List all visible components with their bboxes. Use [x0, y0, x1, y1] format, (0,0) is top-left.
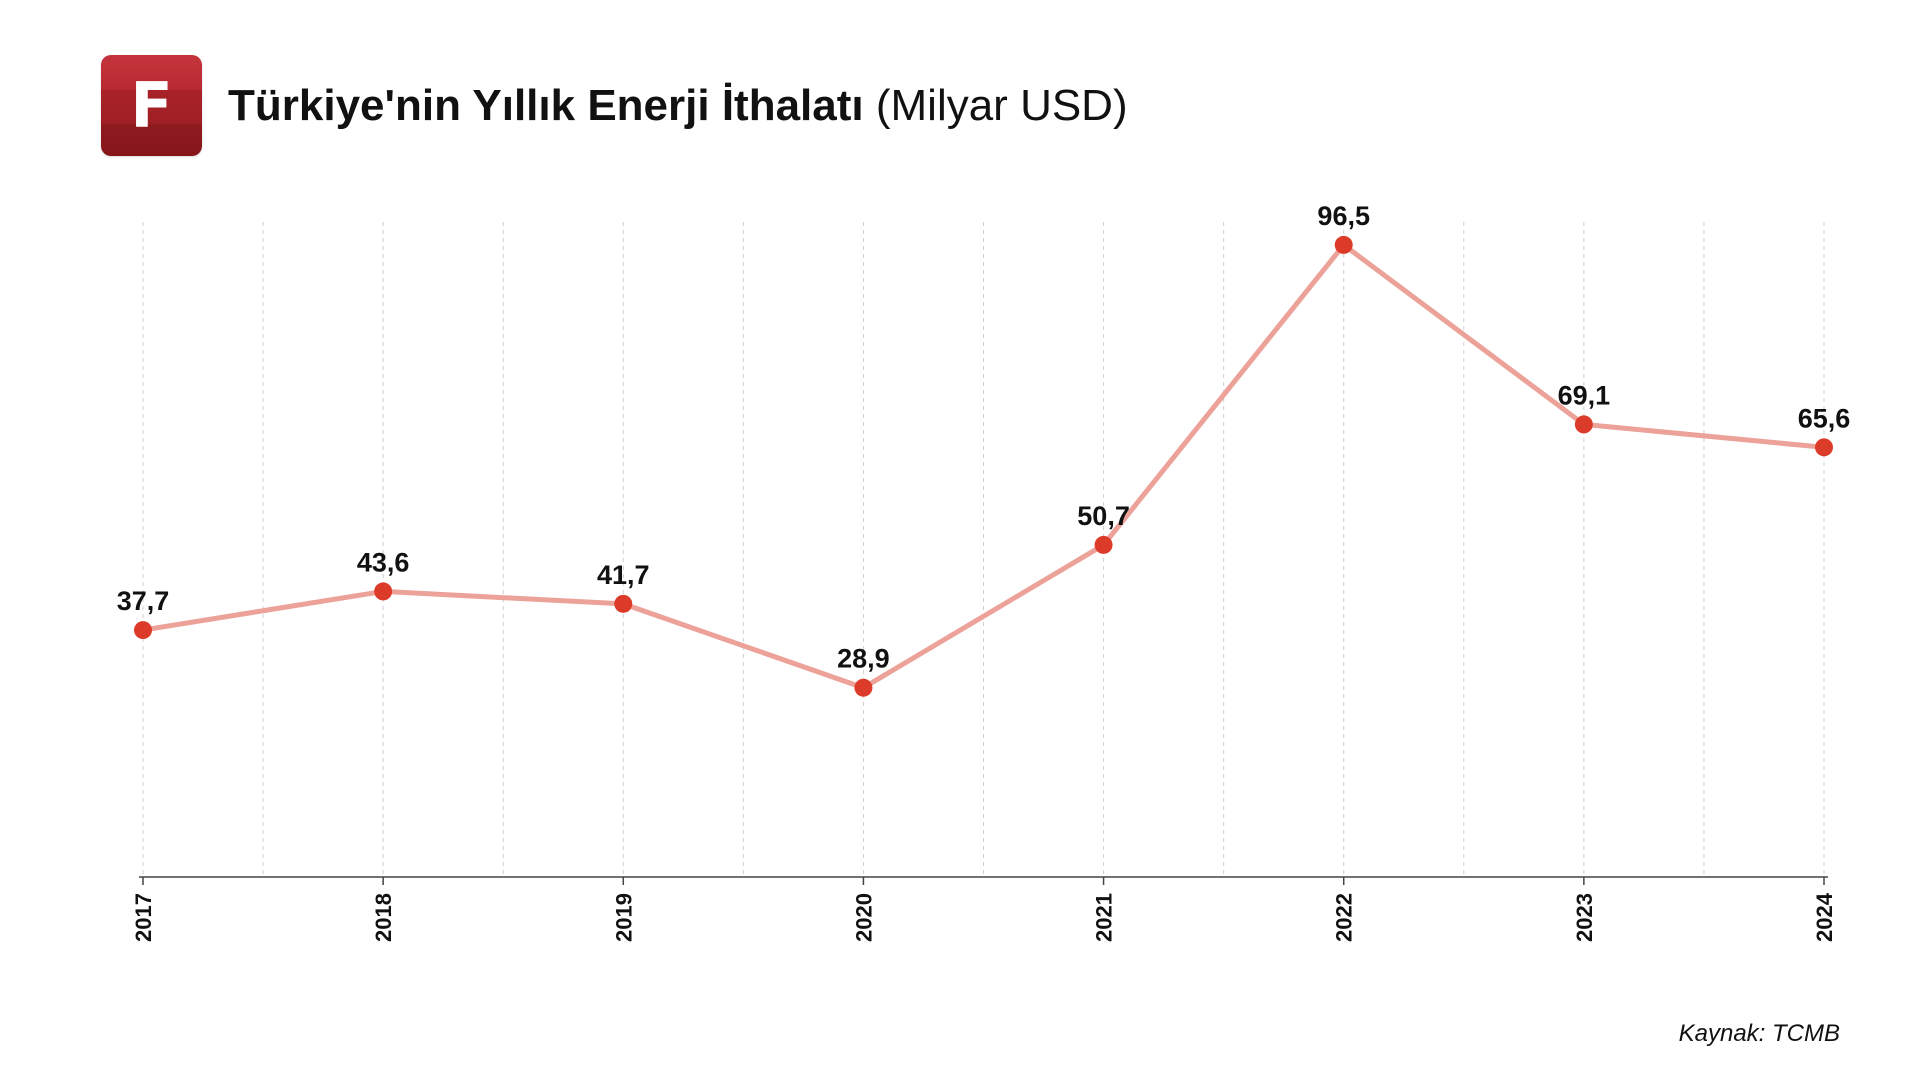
data-label: 65,6	[1798, 403, 1851, 433]
x-tick-label: 2020	[851, 893, 876, 942]
chart-header: F Türkiye'nin Yıllık Enerji İthalatı (Mi…	[101, 55, 1128, 156]
gridlines	[142, 222, 1825, 877]
x-tick-label: 2024	[1812, 892, 1837, 942]
x-axis	[139, 876, 1828, 885]
data-label: 41,7	[597, 560, 650, 590]
series-line-group	[140, 242, 1827, 691]
data-points	[134, 235, 1833, 697]
x-tick-label: 2021	[1092, 893, 1117, 942]
data-point	[1815, 438, 1833, 457]
data-point	[1574, 415, 1593, 434]
chart-title-main: Türkiye'nin Yıllık Enerji İthalatı	[228, 80, 864, 130]
data-label: 96,5	[1317, 201, 1370, 231]
chart-title-unit: (Milyar USD)	[875, 80, 1128, 130]
data-point	[374, 582, 393, 601]
data-label: 50,7	[1077, 501, 1130, 531]
source-note: Kaynak: TCMB	[1678, 1020, 1840, 1047]
x-tick-label: 2023	[1572, 893, 1597, 942]
series-line	[140, 242, 1827, 691]
x-tick-labels: 2017 2018 2019 2020 2021 2022 2023 2024	[131, 892, 1837, 942]
data-point	[1094, 535, 1113, 554]
x-tick-label: 2022	[1332, 893, 1357, 942]
data-label: 37,7	[117, 586, 170, 616]
brand-logo: F	[101, 55, 202, 156]
chart-title: Türkiye'nin Yıllık Enerji İthalatı (Mily…	[228, 81, 1128, 131]
data-label: 43,6	[357, 547, 410, 577]
x-tick-label: 2018	[371, 893, 396, 942]
data-point	[854, 678, 873, 697]
data-labels: 37,7 43,6 41,7 28,9 50,7 96,5 69,1 65,6	[117, 201, 1851, 674]
data-label: 28,9	[837, 644, 890, 674]
data-label: 69,1	[1558, 380, 1611, 410]
data-point	[1334, 235, 1353, 254]
logo-letter: F	[130, 68, 173, 142]
data-point	[134, 621, 152, 640]
x-tick-label: 2019	[611, 893, 636, 942]
x-tick-label: 2017	[131, 893, 156, 942]
data-point	[614, 594, 633, 613]
